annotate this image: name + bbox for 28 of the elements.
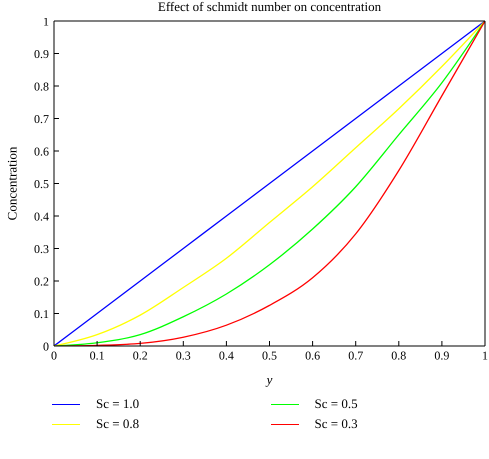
x-tick-label: 0.2 (132, 348, 148, 363)
x-tick-label: 0.7 (348, 348, 364, 363)
legend-label: Sc = 1.0 (96, 396, 140, 412)
y-tick-label: 0.3 (34, 242, 49, 256)
y-tick-label: 0.5 (34, 176, 49, 191)
y-tick-label: 0.7 (34, 112, 49, 126)
y-tick-label: 0.1 (34, 306, 49, 321)
x-tick-label: 0.1 (90, 348, 105, 363)
x-tick-label: 0.3 (176, 348, 191, 363)
x-tick-label: 0.6 (305, 348, 320, 363)
line-series (54, 21, 485, 346)
x-tick-label: 0.8 (391, 348, 406, 363)
x-tick-label: 0.5 (262, 348, 277, 363)
y-tick-label: 0.2 (34, 274, 49, 288)
chart-title: Effect of schmidt number on concentration (158, 0, 382, 14)
x-tick-label: 0.4 (218, 348, 234, 363)
y-tick-label: 0.9 (34, 46, 49, 61)
y-tick-label: 0.4 (34, 209, 49, 224)
legend-label: Sc = 0.5 (314, 396, 358, 412)
y-tick-label: 0.8 (34, 79, 49, 94)
y-axis-title: Concentration (4, 146, 20, 220)
y-tick-label: 0.6 (34, 144, 49, 158)
x-tick-label: 1 (482, 348, 488, 363)
y-tick-label: 0 (43, 339, 49, 354)
legend-label: Sc = 0.8 (96, 416, 140, 432)
legend-label: Sc = 0.3 (314, 416, 358, 432)
x-axis-title: y (264, 372, 273, 387)
x-tick-label: 0.9 (434, 348, 450, 363)
